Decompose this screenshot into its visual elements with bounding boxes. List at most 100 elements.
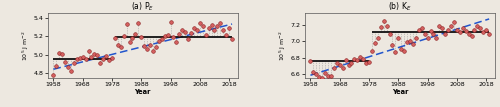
Point (176, 33, 184, 35)
Point (102, 55, 110, 57)
Point (333, 62, 341, 63)
Point (388, 45, 396, 46)
Point (409, 43, 417, 45)
Point (359, 58, 367, 59)
Point (338, 68, 346, 69)
Point (187, 33, 195, 34)
Point (90, 53, 98, 55)
Point (216, 22, 224, 24)
Point (382, 25, 390, 27)
Point (149, 50, 157, 52)
Point (225, 27, 233, 29)
Point (348, 62, 356, 63)
Point (178, 29, 186, 30)
Point (67, 70, 75, 71)
Point (380, 20, 388, 22)
Point (356, 56, 364, 58)
Point (376, 26, 384, 28)
Point (82, 58, 90, 59)
Point (155, 40, 163, 42)
Point (61, 61, 69, 63)
Point (94, 54, 102, 56)
Point (306, 60, 314, 62)
Point (327, 76, 335, 77)
Point (76, 57, 84, 58)
Point (418, 27, 426, 28)
Point (310, 72, 318, 73)
Point (392, 51, 400, 53)
Point (474, 25, 482, 27)
Point (128, 37, 136, 39)
Point (330, 68, 338, 69)
Point (468, 35, 475, 36)
X-axis label: Year: Year (134, 89, 151, 95)
Point (208, 24, 216, 26)
Point (365, 61, 373, 63)
Point (476, 27, 484, 28)
Point (96, 62, 104, 64)
Point (470, 29, 478, 31)
Point (450, 21, 458, 23)
Point (432, 37, 440, 39)
Point (394, 37, 402, 39)
Point (403, 41, 411, 43)
Point (412, 37, 420, 39)
Point (140, 46, 148, 47)
X-axis label: Year: Year (392, 89, 408, 95)
Point (70, 62, 78, 64)
Point (406, 40, 414, 41)
Point (88, 56, 96, 58)
Point (166, 21, 174, 23)
Point (99, 58, 107, 59)
Point (164, 34, 172, 36)
Point (204, 27, 212, 29)
Point (108, 57, 116, 58)
Point (111, 37, 119, 39)
Point (170, 36, 177, 38)
Point (424, 37, 432, 39)
Point (482, 29, 490, 31)
Point (50, 74, 58, 76)
Point (193, 29, 201, 30)
Point (190, 27, 198, 29)
Point (64, 66, 72, 68)
Point (415, 29, 423, 31)
Point (426, 30, 434, 32)
Point (315, 76, 323, 78)
Point (58, 53, 66, 55)
Point (312, 73, 320, 75)
Point (374, 37, 382, 39)
Point (438, 27, 446, 28)
Point (485, 33, 493, 35)
Point (336, 64, 344, 66)
Point (146, 44, 154, 45)
Point (386, 33, 394, 35)
Point (114, 45, 122, 46)
Point (202, 34, 209, 36)
Point (398, 48, 406, 50)
Point (354, 59, 362, 61)
Point (228, 38, 236, 40)
Point (210, 29, 218, 30)
Point (122, 23, 130, 25)
Point (453, 29, 461, 31)
Point (447, 25, 455, 27)
Point (116, 46, 124, 48)
Point (462, 30, 469, 32)
Point (184, 38, 192, 40)
Point (371, 42, 379, 44)
Point (222, 34, 230, 36)
Point (324, 75, 332, 77)
Title: (a) P$_E$: (a) P$_E$ (131, 0, 154, 13)
Point (181, 32, 189, 33)
Point (420, 33, 428, 35)
Point (214, 25, 222, 27)
Point (362, 62, 370, 63)
Point (444, 29, 452, 31)
Point (120, 35, 128, 37)
Point (321, 72, 329, 74)
Point (55, 52, 63, 54)
Point (344, 64, 352, 66)
Point (199, 25, 207, 27)
Point (480, 32, 488, 33)
